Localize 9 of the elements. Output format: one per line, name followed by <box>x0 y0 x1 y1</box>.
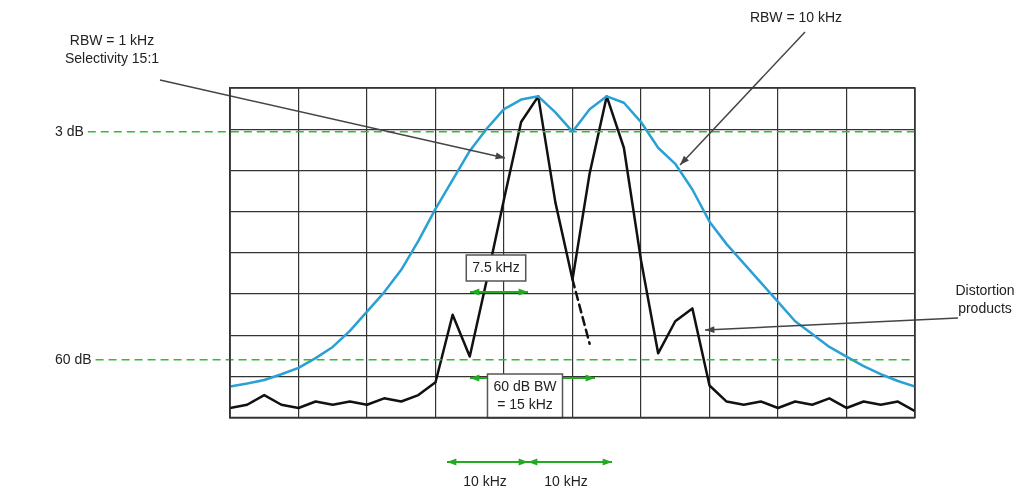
text: Distortion products <box>955 281 1015 316</box>
annotation: 7.5 kHz <box>472 258 520 275</box>
text: 10 kHz <box>463 472 507 489</box>
text: RBW = 1 kHz Selectivity 15:1 <box>64 31 160 66</box>
ref-line-label: 60 dB <box>55 350 92 367</box>
text: 10 kHz <box>544 472 588 489</box>
annotation: 60 dB BW = 15 kHz <box>493 377 558 412</box>
ref-line-label: 3 dB <box>55 122 84 139</box>
text: RBW = 10 kHz <box>749 8 843 25</box>
